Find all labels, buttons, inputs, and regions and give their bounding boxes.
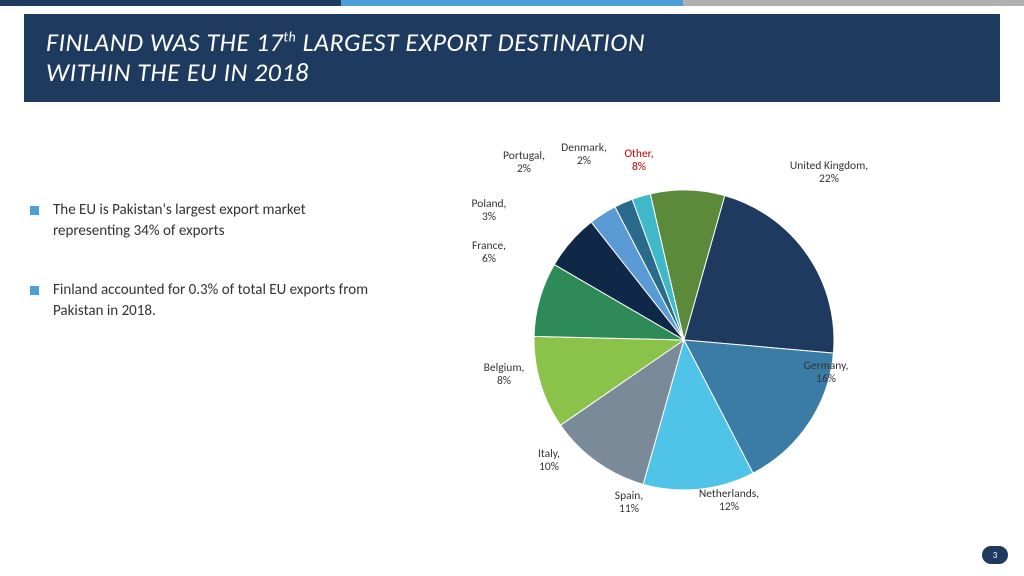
pie-slice-label: Belgium,8% — [484, 362, 525, 388]
bullet-marker-icon — [30, 286, 39, 295]
title-line2: WITHIN THE EU IN 2018 — [46, 56, 309, 88]
bullet-marker-icon — [30, 206, 39, 215]
bullet-item: Finland accounted for 0.3% of total EU e… — [24, 280, 384, 322]
pie-svg — [384, 130, 984, 550]
pie-chart: Other,8% United Kingdom,22% Germany,16% Net… — [384, 130, 1000, 530]
accent-bar-2 — [341, 0, 682, 6]
pie-slice-label: Portugal,2% — [503, 150, 545, 176]
pie-slice-label: Other,8% — [624, 148, 653, 174]
pie-slice-label: Italy,10% — [538, 448, 560, 474]
title-line1-pre: FINLAND WAS THE 17 — [46, 26, 283, 58]
page-number: 3 — [993, 550, 998, 561]
accent-bar-1 — [0, 0, 341, 6]
pie-slice-label: Netherlands,12% — [699, 488, 759, 514]
pie-slice-label: France,6% — [472, 240, 506, 266]
bullet-item: The EU is Pakistan's largest export mark… — [24, 200, 384, 242]
title-block: FINLAND WAS THE 17th LARGEST EXPORT DEST… — [24, 14, 1000, 102]
bullet-text: Finland accounted for 0.3% of total EU e… — [53, 280, 384, 322]
accent-bars — [0, 0, 1024, 6]
bullet-list: The EU is Pakistan's largest export mark… — [24, 130, 384, 530]
pie-slice-label: Germany,16% — [804, 360, 849, 386]
accent-bar-3 — [683, 0, 1024, 6]
title-line1-post: LARGEST EXPORT DESTINATION — [296, 26, 645, 58]
page-number-badge: 3 — [982, 546, 1008, 564]
title-sup: th — [283, 28, 296, 45]
pie-slice-label: Denmark,2% — [561, 142, 607, 168]
pie-slice-label: Poland,3% — [472, 198, 507, 224]
slide-title: FINLAND WAS THE 17th LARGEST EXPORT DEST… — [46, 28, 978, 88]
bullet-text: The EU is Pakistan's largest export mark… — [53, 200, 384, 242]
content-area: The EU is Pakistan's largest export mark… — [0, 102, 1024, 530]
pie-slice-label: Spain,11% — [615, 490, 643, 516]
pie-slice-label: United Kingdom,22% — [790, 160, 868, 186]
